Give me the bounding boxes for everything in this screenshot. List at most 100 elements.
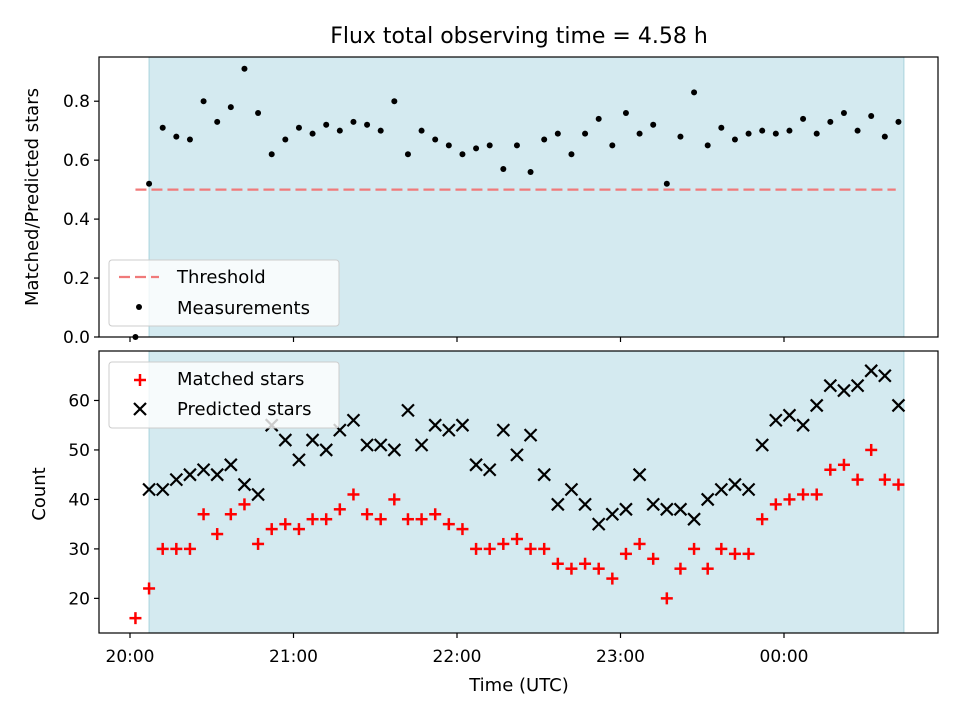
- top-y-tick-label: 0.2: [63, 269, 90, 289]
- predicted-star-point: [769, 413, 783, 428]
- top-y-tick-label: 0.4: [63, 210, 90, 230]
- matched-star-point: [279, 518, 292, 531]
- matched-star-point: [742, 547, 755, 560]
- legend-measurements-swatch: [136, 304, 142, 310]
- measurement-point: [255, 110, 262, 116]
- predicted-star-point: [796, 418, 810, 432]
- matched-star-point: [306, 513, 319, 526]
- matched-star-point: [129, 612, 142, 625]
- matched-star-point: [851, 473, 864, 486]
- measurement-point: [622, 110, 629, 116]
- measurement-point: [336, 127, 343, 134]
- top-y-ticks: 0.0 0.2 0.4 0.6 0.8: [63, 92, 99, 348]
- matched-star-point: [619, 547, 632, 560]
- measurement-point: [759, 127, 766, 134]
- measurement-point: [404, 151, 411, 158]
- matched-star-point: [810, 488, 823, 501]
- measurement-point: [568, 151, 575, 158]
- matched-star-point: [347, 488, 360, 501]
- predicted-star-point: [319, 443, 333, 457]
- legend-threshold-label: Threshold: [176, 267, 266, 288]
- top-panel: 0.00.20.40.60.8 Matched/Predicted stars …: [22, 56, 939, 348]
- predicted-star-point: [537, 467, 551, 482]
- measurement-point: [364, 121, 371, 128]
- matched-star-point: [715, 542, 728, 555]
- measurement-point: [486, 142, 493, 149]
- predicted-star-point: [850, 378, 865, 393]
- measurement-point: [377, 127, 384, 134]
- measurement-point: [459, 151, 466, 158]
- matched-star-point: [442, 518, 455, 531]
- matched-star-point: [510, 533, 523, 545]
- matched-star-point: [292, 523, 305, 536]
- matched-star-point: [538, 542, 551, 555]
- predicted-star-point: [455, 418, 470, 432]
- measurement-point: [146, 180, 153, 187]
- predicted-star-point: [155, 482, 170, 497]
- matched-star-point: [783, 493, 796, 506]
- predicted-star-point: [782, 408, 797, 423]
- predicted-star-point: [823, 378, 838, 393]
- measurement-point: [173, 133, 180, 140]
- measurement-point: [745, 130, 752, 137]
- measurement-point: [241, 65, 248, 72]
- matched-star-point: [660, 592, 673, 605]
- predicted-star-point: [755, 438, 769, 452]
- matched-star-point: [579, 557, 592, 570]
- predicted-star-point: [496, 423, 511, 437]
- x-tick-label: 23:00: [596, 647, 645, 667]
- predicted-star-point: [728, 477, 742, 492]
- x-tick-label: 20:00: [106, 647, 155, 667]
- measurement-point: [432, 136, 439, 143]
- measurement-point: [350, 118, 357, 125]
- measurement-point: [527, 168, 534, 175]
- matched-star-point: [197, 508, 210, 521]
- predicted-star-point: [142, 482, 156, 497]
- top-axes-frame: [98, 56, 939, 338]
- measurement-point: [854, 127, 861, 134]
- matched-star-point: [183, 542, 196, 555]
- predicted-star-point: [510, 448, 524, 462]
- predicted-star-point: [660, 502, 674, 517]
- measurement-point: [813, 130, 820, 137]
- measurement-point: [800, 115, 807, 122]
- matched-star-point: [865, 443, 878, 456]
- matched-star-point: [252, 537, 265, 550]
- measurement-point: [840, 110, 847, 116]
- measurement-point: [541, 136, 548, 143]
- matched-star-point: [156, 542, 169, 555]
- predicted-star-point: [673, 502, 688, 517]
- predicted-star-point: [619, 502, 633, 517]
- matched-star-point: [551, 557, 564, 570]
- top-y-tick-label: 0.6: [63, 151, 90, 171]
- bottom-panel: 20 30 40 50 60 20:00 21:00 22:00 23:00 00:00 Cou…: [29, 350, 939, 696]
- matched-stars-points: [129, 443, 905, 625]
- matched-star-point: [456, 523, 469, 536]
- legend-predicted-label: Predicted stars: [177, 399, 311, 420]
- measurement-points: [132, 65, 902, 340]
- predicted-star-point: [360, 438, 374, 452]
- top-y-axis-label: Matched/Predicted stars: [22, 88, 43, 306]
- legend-measurements-label: Measurements: [177, 298, 310, 319]
- predicted-star-point: [401, 403, 415, 418]
- matched-star-point: [224, 508, 237, 521]
- matched-star-point: [688, 542, 701, 555]
- measurement-point: [677, 133, 684, 140]
- measurement-point: [282, 136, 289, 143]
- measurement-point: [881, 133, 888, 140]
- measurement-point: [663, 180, 670, 187]
- matched-star-point: [361, 508, 374, 521]
- measurement-point: [895, 118, 902, 125]
- matched-star-point: [211, 528, 224, 541]
- predicted-star-point: [387, 443, 402, 457]
- top-y-tick-label: 0.0: [63, 328, 90, 348]
- x-tick-label: 21:00: [269, 647, 318, 667]
- measurement-point: [227, 104, 234, 111]
- predicted-star-point: [373, 438, 388, 452]
- matched-star-point: [592, 562, 605, 575]
- predicted-stars-points: [142, 364, 906, 531]
- measurement-point: [513, 142, 520, 149]
- bottom-axes-frame: [98, 350, 939, 634]
- predicted-star-point: [224, 458, 238, 472]
- predicted-star-point: [632, 467, 647, 482]
